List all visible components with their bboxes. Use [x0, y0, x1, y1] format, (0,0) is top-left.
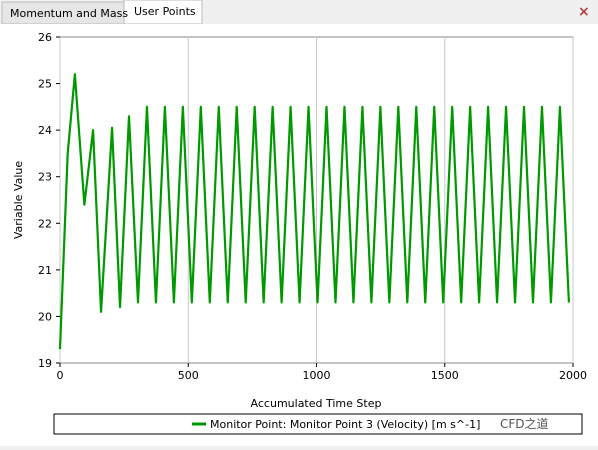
y-tick-label: 22 [38, 217, 52, 230]
legend-label: Monitor Point: Monitor Point 3 (Velocity… [210, 418, 480, 431]
y-tick-label: 23 [38, 171, 52, 184]
y-tick-label: 26 [38, 31, 52, 44]
x-tick-label: 1500 [431, 369, 459, 382]
close-icon[interactable]: × [578, 4, 590, 20]
x-tick-label: 2000 [559, 369, 587, 382]
y-tick-label: 24 [38, 124, 52, 137]
y-axis-label: Variable Value [12, 161, 25, 239]
x-tick-label: 0 [57, 369, 64, 382]
tab-label: User Points [134, 5, 196, 18]
watermark: CFD之道 [500, 417, 549, 431]
tab-label: Momentum and Mass [10, 7, 128, 20]
legend [53, 413, 583, 435]
y-tick-label: 21 [38, 264, 52, 277]
y-tick-label: 25 [38, 78, 52, 91]
x-tick-label: 1000 [303, 369, 331, 382]
line-series [58, 73, 570, 350]
y-tick-label: 19 [38, 357, 52, 370]
y-tick-label: 20 [38, 310, 52, 323]
x-axis-label: Accumulated Time Step [251, 397, 382, 410]
x-tick-label: 500 [178, 369, 199, 382]
